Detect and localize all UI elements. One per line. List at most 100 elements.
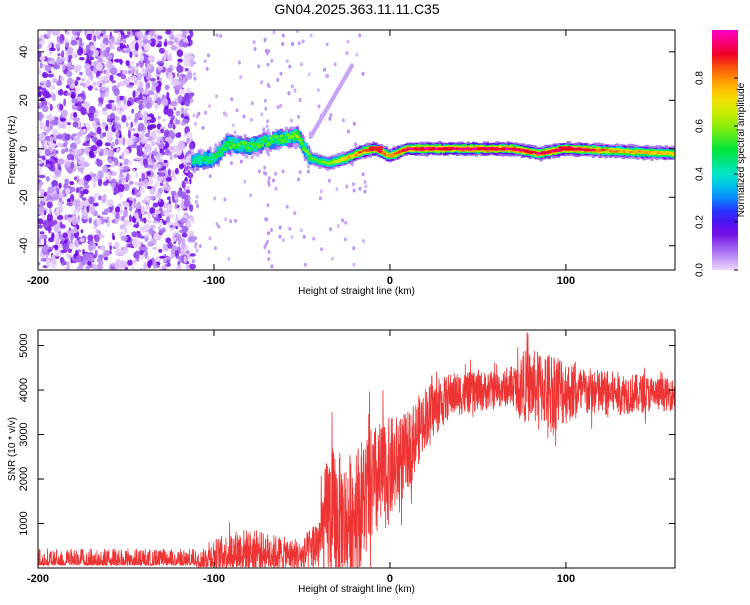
spectrogram-noise-cell: [82, 128, 87, 133]
spectrogram-noise-cell: [89, 171, 93, 175]
spectrogram-noise-cell: [174, 167, 179, 175]
spectrogram-noise-cell: [61, 261, 68, 266]
spectrogram-noise-cell: [78, 57, 85, 61]
spectrogram-noise-cell: [81, 211, 89, 220]
spectrogram-noise-cell: [64, 133, 71, 141]
spectrogram-noise-cell: [177, 264, 182, 268]
spectrogram-noise-cell: [88, 105, 96, 115]
spectrogram-noise-cell: [173, 176, 177, 182]
spectrogram-noise-cell: [114, 260, 121, 269]
spectrogram-noise-cell: [297, 177, 301, 182]
spectrogram-noise-cell: [131, 265, 135, 270]
spectrogram-noise-cell: [51, 220, 58, 225]
spectrogram-y-tick-label: 20: [18, 94, 30, 106]
snr-y-axis-label: SNR (10 * v/v): [7, 417, 18, 481]
spectrogram-noise-cell: [186, 43, 192, 47]
spectrogram-noise-cell: [117, 31, 122, 40]
spectrogram-ridge-cell: [623, 151, 627, 153]
spectrogram-noise-cell: [141, 73, 147, 77]
spectrogram-noise-cell: [45, 79, 51, 88]
spectrogram-noise-cell: [61, 148, 66, 155]
spectrogram-noise-cell: [65, 141, 69, 145]
spectrogram-noise-cell: [114, 138, 119, 146]
spectrogram-noise-cell: [121, 151, 125, 160]
spectrogram-noise-cell: [141, 68, 145, 74]
spectrogram-noise-cell: [303, 262, 307, 267]
spectrogram-noise-cell: [169, 155, 173, 160]
spectrogram-noise-cell: [139, 61, 144, 68]
spectrogram-noise-cell: [344, 220, 348, 225]
spectrogram-noise-cell: [133, 258, 137, 263]
spectrogram-noise-cell: [278, 225, 282, 230]
spectrogram-noise-cell: [66, 261, 70, 268]
spectrogram-noise-cell: [64, 42, 70, 48]
spectrogram-noise-cell: [76, 76, 81, 81]
spectrogram-noise-cell: [165, 263, 170, 267]
spectrogram-noise-cell: [101, 92, 106, 98]
spectrogram-noise-cell: [309, 33, 313, 38]
spectrogram-noise-cell: [58, 123, 61, 129]
spectrogram-noise-cell: [70, 134, 74, 141]
spectrogram-noise-cell: [55, 44, 60, 49]
spectrogram-noise-cell: [154, 210, 161, 215]
spectrogram-noise-cell: [145, 194, 150, 200]
spectrogram-noise-cell: [118, 139, 123, 145]
spectrogram-noise-cell: [146, 254, 150, 261]
spectrogram-y-tick-label: 0: [18, 146, 30, 152]
spectrogram-noise-cell: [120, 235, 128, 241]
spectrogram-noise-cell: [39, 188, 46, 195]
spectrogram-noise-cell: [92, 67, 97, 74]
spectrogram-ridge-cell: [344, 157, 349, 160]
spectrogram-noise-cell: [81, 197, 87, 201]
spectrogram-streak: [266, 62, 270, 67]
spectrogram-noise-cell: [161, 148, 165, 156]
spectrogram-noise-cell: [82, 142, 88, 146]
spectrogram-noise-cell: [144, 233, 152, 237]
spectrogram-x-tick-label: 0: [387, 275, 393, 287]
spectrogram-noise-cell: [108, 157, 112, 164]
spectrogram-noise-cell: [113, 30, 120, 34]
spectrogram-noise-cell: [123, 227, 128, 234]
spectrogram-peak: [494, 147, 500, 151]
spectrogram-noise-cell: [161, 98, 169, 107]
spectrogram-noise-cell: [100, 33, 104, 37]
spectrogram-ridge-cell: [208, 153, 212, 158]
spectrogram-noise-cell: [93, 35, 96, 42]
spectrogram-noise-cell: [239, 159, 243, 164]
spectrogram-noise-cell: [109, 245, 112, 251]
spectrogram-noise-cell: [123, 245, 128, 254]
spectrogram-noise-cell: [122, 183, 130, 191]
spectrogram-noise-cell: [196, 204, 199, 208]
spectrogram-noise-cell: [180, 78, 184, 88]
spectrogram-ridge-cell: [663, 152, 667, 155]
spectrogram-noise-cell: [168, 72, 174, 82]
spectrogram-noise-cell: [177, 58, 183, 63]
spectrogram-noise-cell: [182, 30, 187, 37]
spectrogram-noise-cell: [71, 30, 77, 36]
spectrogram-peak: [436, 147, 442, 151]
spectrogram-noise-cell: [150, 140, 156, 147]
spectrogram-noise-cell: [84, 146, 91, 156]
spectrogram-noise-cell: [72, 35, 78, 39]
spectrogram-streak: [263, 165, 266, 170]
spectrogram-streak: [262, 170, 266, 175]
spectrogram-noise-cell: [195, 194, 199, 199]
spectrogram-noise-cell: [149, 38, 156, 47]
spectrogram-noise-cell: [215, 94, 219, 99]
spectrogram-ridge-cell: [230, 141, 234, 145]
spectrogram-noise-cell: [169, 224, 174, 228]
spectrogram-noise-cell: [161, 265, 166, 270]
spectrogram-noise-cell: [173, 37, 179, 44]
spectrogram-noise-cell: [141, 173, 146, 182]
spectrogram-noise-cell: [167, 40, 174, 46]
spectrogram-noise-cell: [135, 251, 140, 261]
spectrogram-ridge-cell: [382, 152, 387, 155]
spectrogram-streak: [264, 98, 267, 103]
spectrogram-noise-cell: [105, 90, 109, 98]
spectrogram-noise-cell: [298, 98, 302, 102]
spectrogram-noise-cell: [159, 219, 163, 228]
spectrogram-noise-cell: [180, 113, 185, 119]
spectrogram-noise-cell: [63, 39, 69, 43]
spectrogram-ridge-cell: [210, 160, 214, 163]
spectrogram-noise-cell: [227, 257, 231, 262]
